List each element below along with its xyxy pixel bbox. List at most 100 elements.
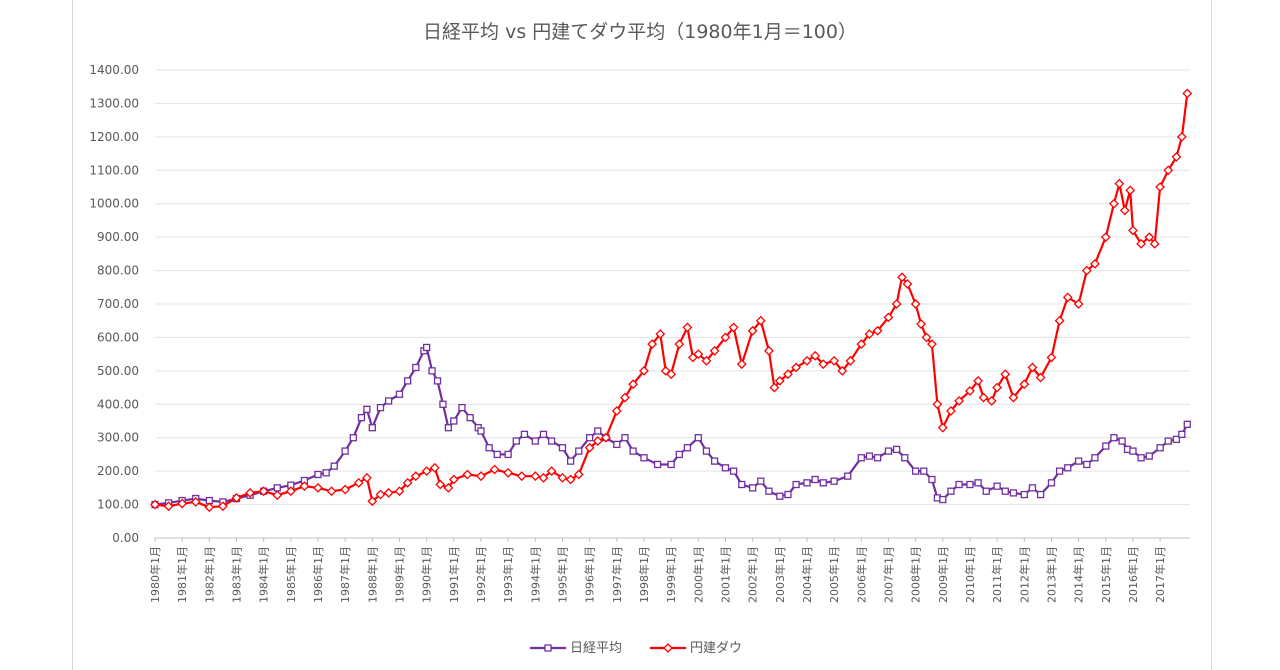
data-point [273, 484, 281, 492]
data-point [1137, 454, 1145, 462]
x-tick-label: 2011年1月 [990, 546, 1004, 603]
data-point [992, 382, 1003, 393]
y-tick-label: 500.00 [97, 364, 139, 378]
chart-frame [72, 0, 1212, 670]
data-point [340, 484, 351, 495]
data-point [693, 349, 704, 360]
data-point [927, 339, 937, 350]
data-point [423, 343, 431, 352]
data-point [902, 279, 913, 289]
legend: 日経平均 円建ダウ [530, 641, 742, 656]
data-point [435, 479, 446, 490]
data-point [1109, 198, 1119, 209]
y-tick-label: 1400.00 [89, 63, 139, 77]
data-point [313, 482, 323, 493]
data-point [458, 403, 466, 412]
y-tick-label: 1000.00 [89, 197, 139, 211]
data-point [640, 454, 648, 462]
x-tick-label: 1999年1月 [664, 546, 678, 603]
data-point [204, 502, 215, 513]
data-point [1055, 467, 1064, 475]
data-point [476, 471, 486, 482]
data-point [974, 479, 982, 487]
data-point [865, 452, 874, 460]
data-point [1182, 88, 1193, 99]
data-point [258, 486, 269, 497]
data-point [520, 430, 529, 439]
x-tick-label: 1998年1月 [637, 546, 651, 603]
data-point [873, 454, 882, 462]
data-point [163, 501, 174, 512]
data-point [341, 447, 349, 455]
data-point [911, 467, 920, 475]
legend-item: 日経平均 [530, 641, 622, 656]
x-tick-label: 2015年1月 [1099, 546, 1113, 603]
y-tick-label: 700.00 [97, 297, 139, 311]
data-point [383, 487, 394, 498]
data-point [444, 424, 453, 432]
data-point [1155, 182, 1166, 192]
x-tick-label: 1990年1月 [420, 546, 434, 603]
data-point [830, 477, 838, 485]
data-point [1036, 490, 1045, 499]
data-point [844, 472, 852, 480]
data-point [647, 339, 658, 350]
data-point [810, 350, 821, 361]
data-point [747, 325, 758, 336]
data-point [538, 472, 549, 483]
data-point [1020, 490, 1028, 499]
data-point [573, 469, 584, 480]
x-tick-label: 2002年1月 [746, 546, 760, 603]
data-point [299, 481, 310, 492]
data-point [792, 480, 800, 489]
x-tick-label: 1987年1月 [338, 546, 352, 603]
gridlines [155, 69, 1190, 539]
x-tick-label: 2007年1月 [881, 546, 895, 603]
legend-marker [544, 644, 552, 652]
x-tick-label: 1994年1月 [528, 546, 542, 603]
x-tick-label: 2014年1月 [1072, 546, 1086, 603]
data-point [702, 447, 711, 455]
data-point [937, 422, 948, 433]
data-point [1129, 447, 1137, 455]
y-tick-label: 200.00 [97, 464, 139, 478]
data-point [613, 440, 621, 449]
data-point [955, 480, 963, 489]
data-point [1149, 238, 1160, 249]
data-point [585, 434, 594, 442]
data-point [1074, 457, 1083, 465]
data-point [512, 437, 520, 445]
data-point [402, 477, 413, 488]
data-point [1145, 452, 1153, 460]
data-point [462, 469, 473, 480]
data-point [620, 392, 630, 403]
data-point [395, 390, 404, 398]
data-point [784, 490, 792, 499]
data-point [710, 457, 719, 465]
data-point [764, 345, 774, 356]
data-point [982, 487, 990, 495]
data-point [1027, 362, 1038, 373]
data-point [530, 471, 541, 482]
y-tick-label: 1200.00 [89, 130, 139, 144]
y-tick-label: 0.00 [112, 531, 139, 545]
data-point [920, 467, 928, 475]
data-point [818, 359, 829, 370]
data-point [177, 498, 188, 509]
data-point [939, 495, 947, 504]
y-tick-label: 900.00 [97, 230, 139, 244]
data-point [765, 487, 773, 495]
data-point [892, 445, 901, 454]
data-point [736, 359, 747, 370]
data-point [666, 369, 677, 380]
data-point [558, 444, 567, 452]
data-point [353, 477, 364, 488]
legend-label: 円建ダウ [690, 641, 742, 656]
data-point [448, 474, 459, 485]
data-point [428, 367, 436, 375]
data-point [803, 479, 811, 487]
data-point [1008, 392, 1019, 403]
data-point [439, 400, 447, 408]
data-point [363, 405, 371, 413]
